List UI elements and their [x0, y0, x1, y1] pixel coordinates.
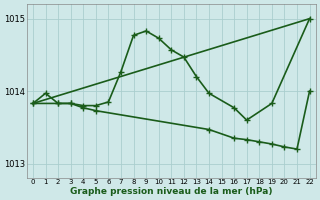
X-axis label: Graphe pression niveau de la mer (hPa): Graphe pression niveau de la mer (hPa) — [70, 187, 273, 196]
